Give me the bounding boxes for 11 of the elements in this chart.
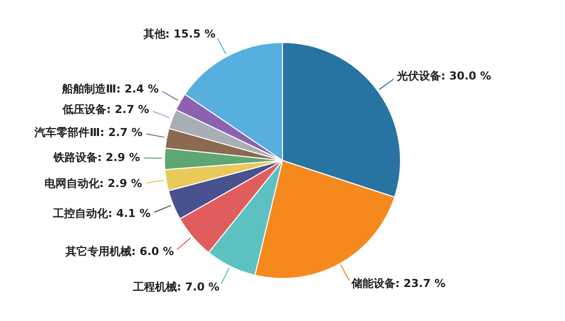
slice-label: 电网自动化: 2.9 % <box>44 176 142 190</box>
slice-label: 其它专用机械: 6.0 % <box>64 245 174 258</box>
slice-label: 船舶制造Ⅲ: 2.4 % <box>60 82 159 96</box>
slice-label: 其他: 15.5 % <box>142 28 216 41</box>
slice-label: 光伏设备: 30.0 % <box>396 70 492 83</box>
slice-label: 汽车零部件Ⅲ: 2.7 % <box>34 126 143 140</box>
slice-label: 铁路设备: 2.9 % <box>52 150 140 164</box>
slice-label: 低压设备: 2.7 % <box>62 102 150 116</box>
slice-label: 工程机械: 7.0 % <box>132 280 220 294</box>
slice-label: 储能设备: 23.7 % <box>350 276 446 290</box>
slice-label: 工控自动化: 4.1 % <box>52 206 151 220</box>
